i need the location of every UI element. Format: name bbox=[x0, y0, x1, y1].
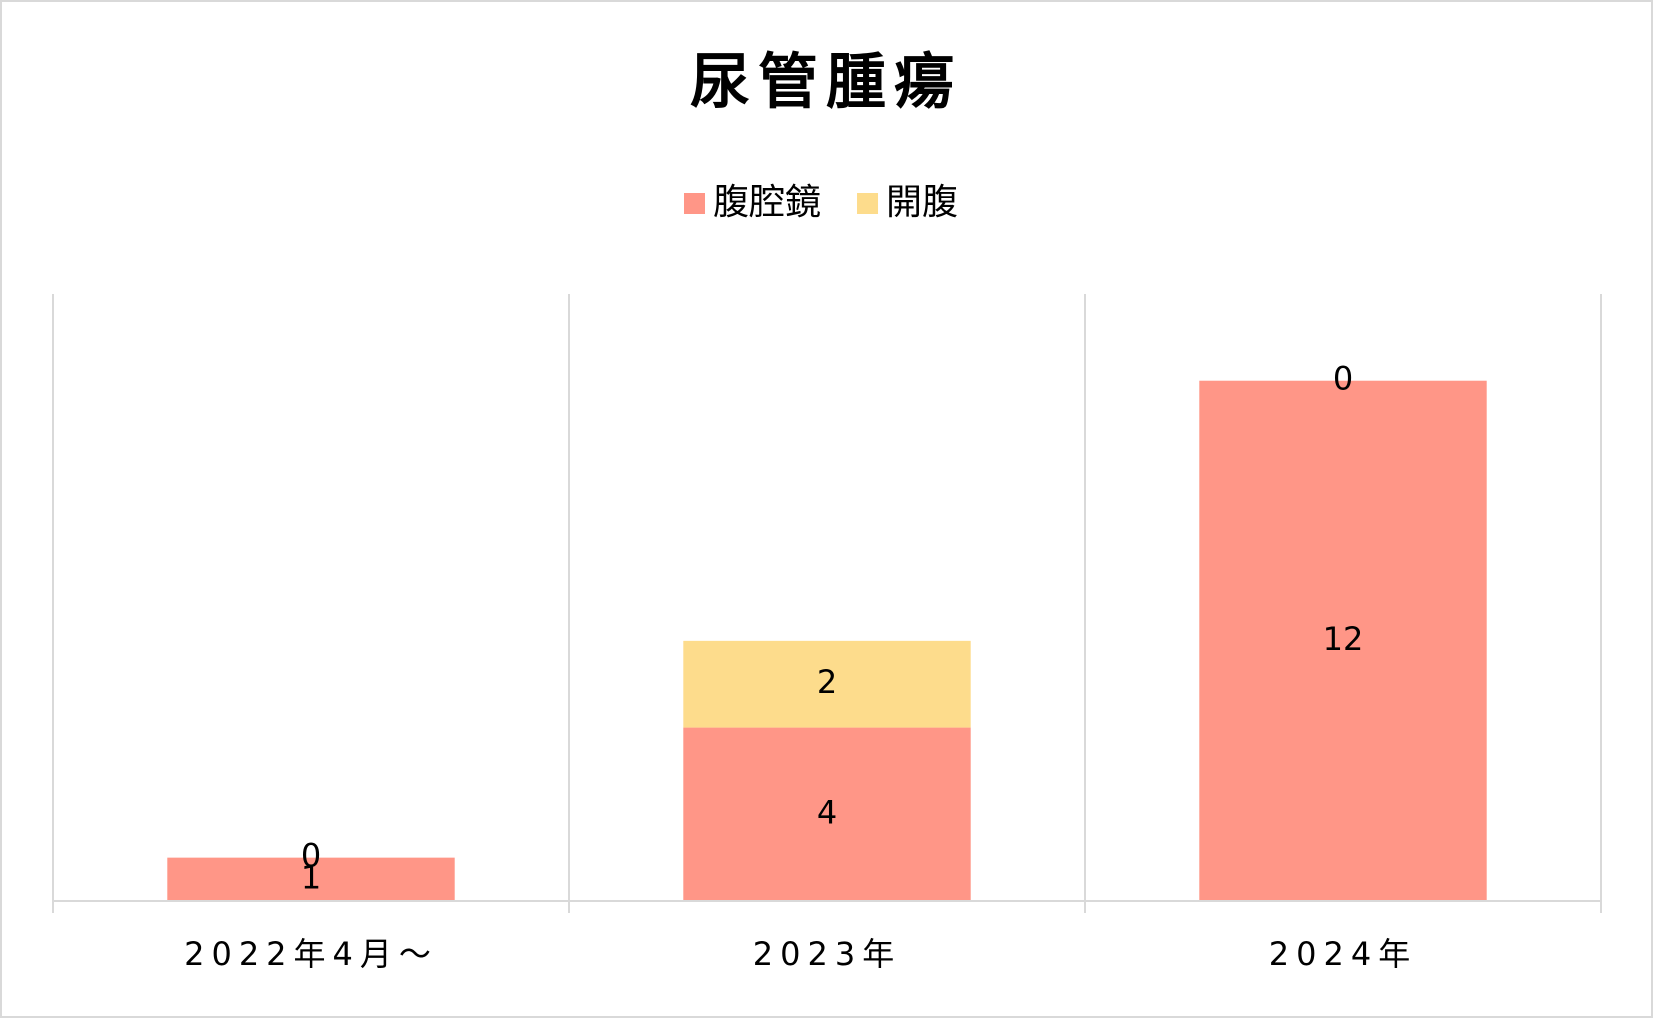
legend-swatch bbox=[857, 193, 879, 214]
data-label: 4 bbox=[817, 793, 837, 831]
x-tick-label: 2023年 bbox=[753, 935, 901, 973]
chart-title: 尿管腫瘍 bbox=[690, 48, 962, 118]
data-label: 1 bbox=[301, 858, 321, 896]
legend-label: 腹腔鏡 bbox=[713, 182, 821, 223]
bar-segment bbox=[1199, 380, 1487, 901]
legend-label: 開腹 bbox=[886, 182, 958, 223]
legend-swatch bbox=[684, 193, 705, 214]
data-label: 0 bbox=[1333, 360, 1353, 398]
bar-segment bbox=[683, 727, 971, 901]
data-label: 2 bbox=[817, 663, 837, 701]
bar-segment bbox=[167, 857, 455, 901]
x-tick-label: 2022年4月～ bbox=[184, 935, 438, 973]
data-label: 0 bbox=[301, 837, 321, 875]
x-tick-label: 2024年 bbox=[1269, 935, 1417, 973]
data-label: 12 bbox=[1323, 620, 1364, 658]
bar-segment bbox=[683, 640, 971, 728]
